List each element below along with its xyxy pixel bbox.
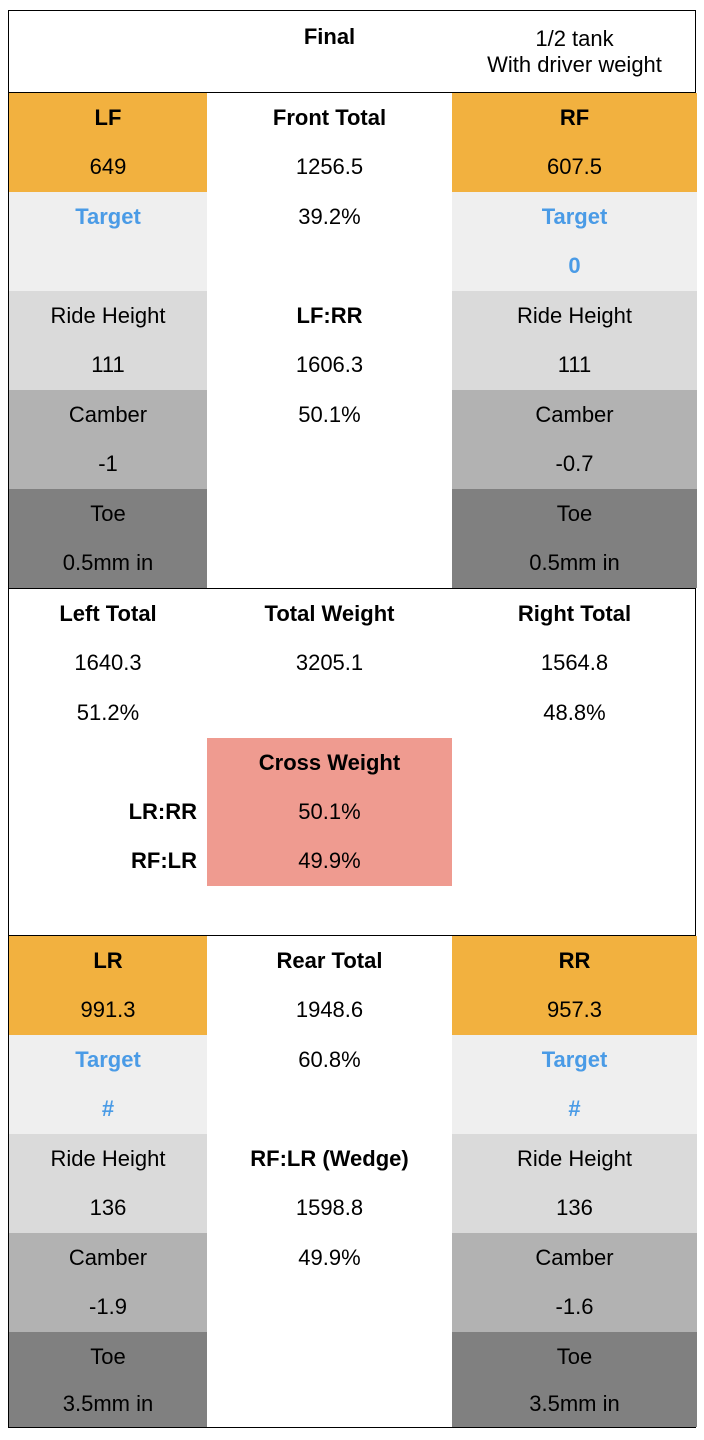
lr-camber-label: Camber [9,1233,207,1283]
rf-lr-value: 49.9% [207,837,452,886]
wedge-value: 1598.8 [295,1195,364,1221]
rr-target-value: # [452,1085,697,1134]
divider [9,92,695,93]
lr-toe: 3.5mm in [9,1382,207,1427]
rr-ride-height: 136 [452,1184,697,1233]
lf-camber: -1 [9,440,207,489]
left-total-pct: 51.2% [76,699,140,725]
left-total: 1640.3 [74,650,142,676]
front-total: 1256.5 [295,154,364,180]
lf-ride-height: 111 [9,341,207,390]
rf-camber-label: Camber [452,390,697,440]
rr-label: RR [452,936,697,986]
lf-weight: 649 [9,143,207,192]
rf-target-label: Target [452,192,697,242]
lf-camber-label: Camber [9,390,207,440]
rear-total: 1948.6 [295,997,364,1023]
corner-weights-sheet: Final 1/2 tank With driver weight LF 649… [8,10,697,1428]
rf-label: RF [452,93,697,143]
right-total-label: Right Total [517,600,632,626]
cross-weight-label: Cross Weight [207,738,452,788]
rr-toe-label: Toe [452,1332,697,1382]
wedge-pct: 49.9% [298,1244,361,1270]
left-total-label: Left Total [59,600,157,626]
lf-rr-pct: 50.1% [298,401,361,427]
divider [9,588,695,589]
lr-ride-height-label: Ride Height [9,1134,207,1184]
rr-camber-label: Camber [452,1233,697,1283]
rf-toe: 0.5mm in [452,539,697,588]
total-weight: 3205.1 [295,650,364,676]
lf-target-label: Target [9,192,207,242]
rr-toe: 3.5mm in [452,1382,697,1427]
rear-total-label: Rear Total [276,947,383,973]
lr-ride-height: 136 [9,1184,207,1233]
lr-target-value: # [9,1085,207,1134]
lf-rr-value: 1606.3 [295,352,364,378]
right-total: 1564.8 [540,650,609,676]
lf-toe-label: Toe [9,489,207,539]
lf-rr-label: LF:RR [296,302,363,328]
front-total-pct: 39.2% [298,203,361,229]
rr-ride-height-label: Ride Height [452,1134,697,1184]
rr-camber: -1.6 [452,1283,697,1332]
lf-toe: 0.5mm in [9,539,207,588]
rf-camber: -0.7 [452,440,697,489]
rr-weight: 957.3 [452,986,697,1035]
rf-target-value: 0 [452,242,697,291]
divider [9,935,695,936]
rf-ride-height: 111 [452,341,697,390]
lf-ride-height-label: Ride Height [9,291,207,341]
lr-target-label: Target [9,1035,207,1085]
lr-label: LR [9,936,207,986]
rf-toe-label: Toe [452,489,697,539]
rear-total-pct: 60.8% [298,1046,361,1072]
lr-weight: 991.3 [9,986,207,1035]
lf-label: LF [9,93,207,143]
lr-toe-label: Toe [9,1332,207,1382]
lf-target-value [9,242,207,291]
lr-camber: -1.9 [9,1283,207,1332]
rf-ride-height-label: Ride Height [452,291,697,341]
wedge-label: RF:LR (Wedge) [250,1145,409,1171]
front-total-label: Front Total [272,104,387,130]
rr-target-label: Target [452,1035,697,1085]
rf-weight: 607.5 [452,143,697,192]
lr-rr-label: LR:RR [128,799,197,825]
header-conditions: 1/2 tank With driver weight [487,25,662,77]
rf-lr-label: RF:LR [131,848,197,874]
right-total-pct: 48.8% [543,699,606,725]
total-weight-label: Total Weight [264,600,395,626]
header-final: Final [303,23,356,49]
lr-rr-value: 50.1% [207,788,452,837]
